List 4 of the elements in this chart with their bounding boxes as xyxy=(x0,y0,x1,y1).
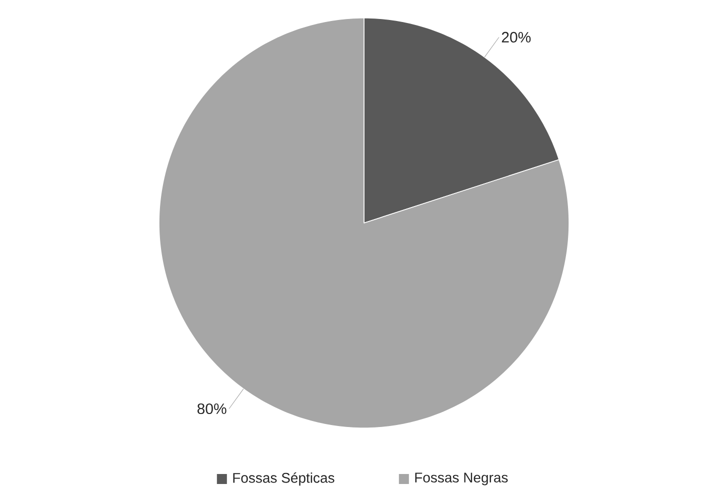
legend-label: Fossas Sépticas xyxy=(233,472,334,486)
data-label: 80% xyxy=(197,403,226,414)
data-label: 20% xyxy=(502,32,531,43)
legend-label: Fossas Negras xyxy=(415,472,508,486)
